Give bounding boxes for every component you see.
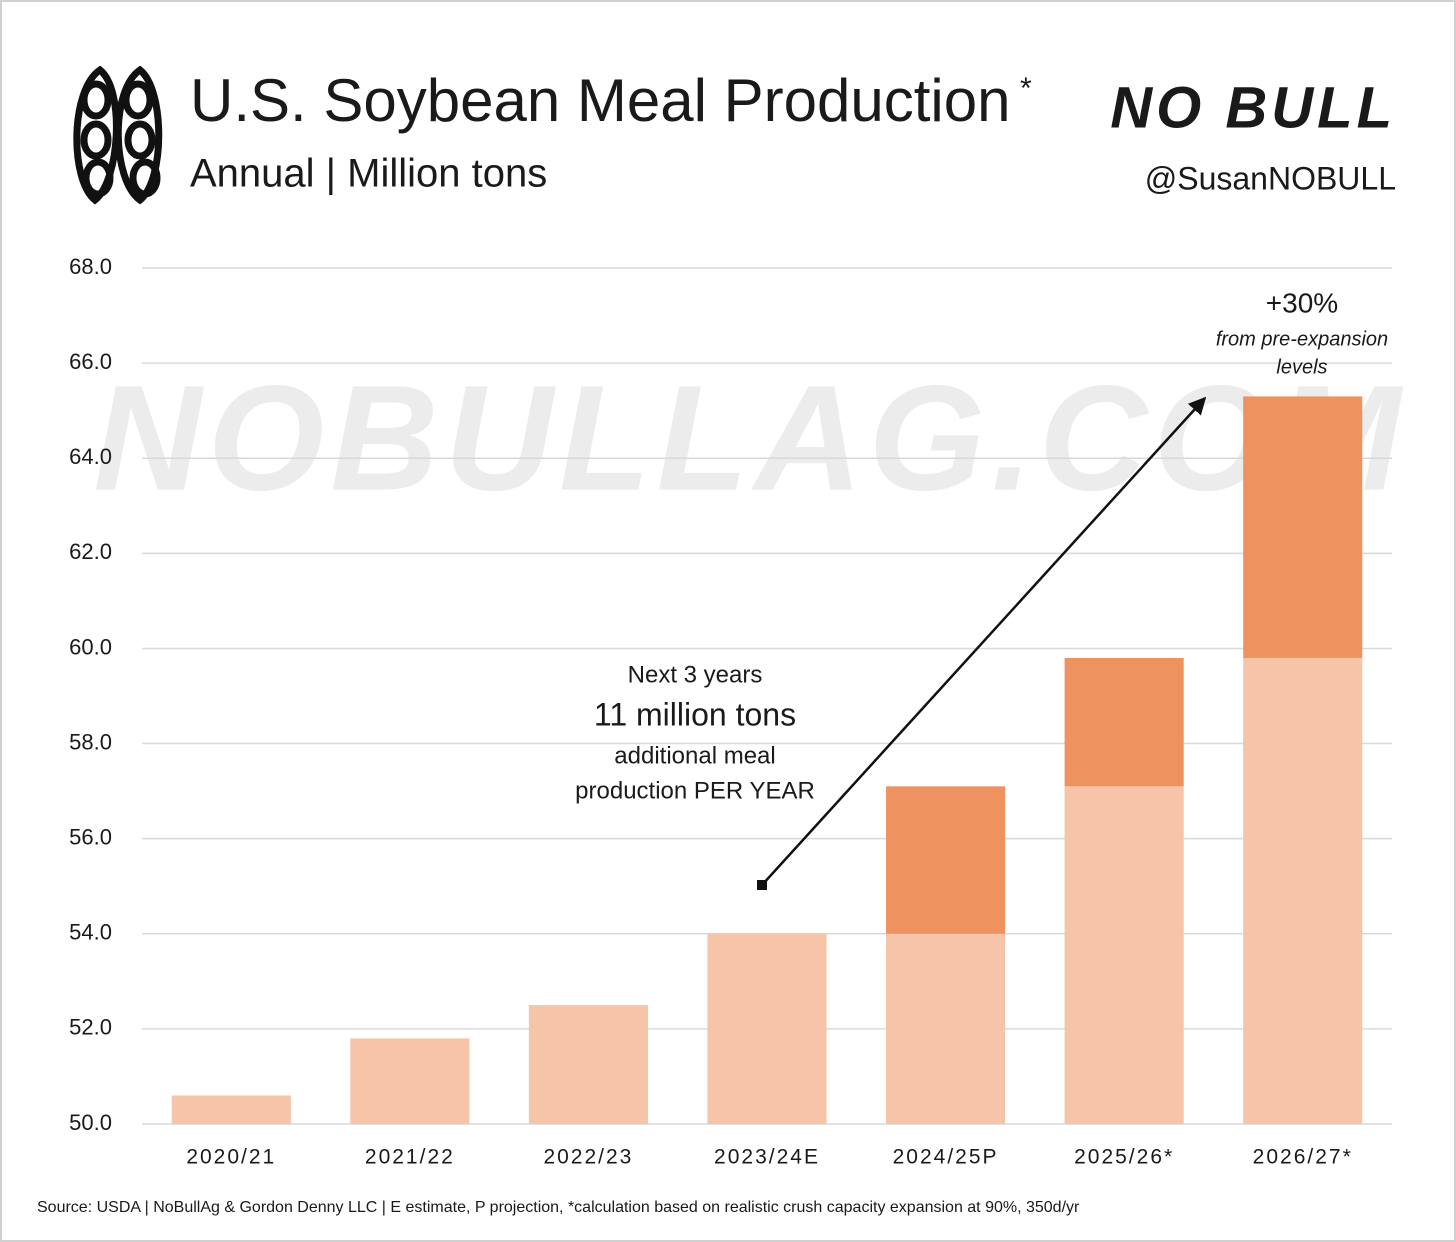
bar [1064,657,1184,787]
bar [350,1038,470,1124]
x-tick-label: 2026/27* [1253,1146,1353,1169]
arrow-start [757,880,767,890]
annotation: production PER YEAR [575,777,815,804]
x-tick-label: 2022/23 [543,1146,633,1169]
bar [886,786,1006,934]
arrow [761,396,1207,886]
x-tick-label: 2023/24E [714,1146,820,1169]
y-tick-label: 54.0 [69,920,112,945]
annotation: 11 million tons [594,696,796,732]
x-tick-label: 2024/25P [893,1146,999,1169]
bar [886,933,1006,1124]
y-tick-label: 58.0 [69,729,112,754]
y-tick-label: 66.0 [69,349,112,374]
title-mark: * [1020,72,1032,105]
y-tick-label: 64.0 [69,444,112,469]
x-tick-label: 2021/22 [365,1146,455,1169]
chart-title: U.S. Soybean Meal Production [190,67,1010,134]
bar [1243,396,1363,658]
annotation: Next 3 years [628,661,763,688]
x-tick-label: 2025/26* [1074,1146,1174,1169]
annotation: levels [1276,356,1327,378]
bar [528,1005,648,1124]
annotation: from pre-expansion [1216,328,1388,350]
annotation: +30% [1266,287,1338,318]
y-tick-label: 56.0 [69,824,112,849]
watermark: NOBULLAG.COM [93,354,1407,522]
bar [1243,657,1363,1124]
y-tick-label: 62.0 [69,539,112,564]
logo: NO BULL [1110,75,1396,140]
y-tick-label: 50.0 [69,1110,112,1135]
source: Source: USDA | NoBullAg & Gordon Denny L… [37,1199,1080,1216]
plot-area: 50.0 52.0 54.0 56.0 58.0 60.0 62.0 64.0 66.0 68.0… [69,254,1392,1169]
subtitle: Annual | Million tons [190,152,547,196]
y-tick-label: 52.0 [69,1015,112,1040]
pod-icon [73,65,163,205]
x-tick-label: 2020/21 [186,1146,276,1169]
bar [171,1095,291,1124]
y-tick-label: 60.0 [69,634,112,659]
bar [1064,786,1184,1124]
handle: @SusanNOBULL [1145,160,1396,196]
y-tick-label: 68.0 [69,254,112,279]
annotation: additional meal [614,742,775,769]
bar [707,933,827,1124]
